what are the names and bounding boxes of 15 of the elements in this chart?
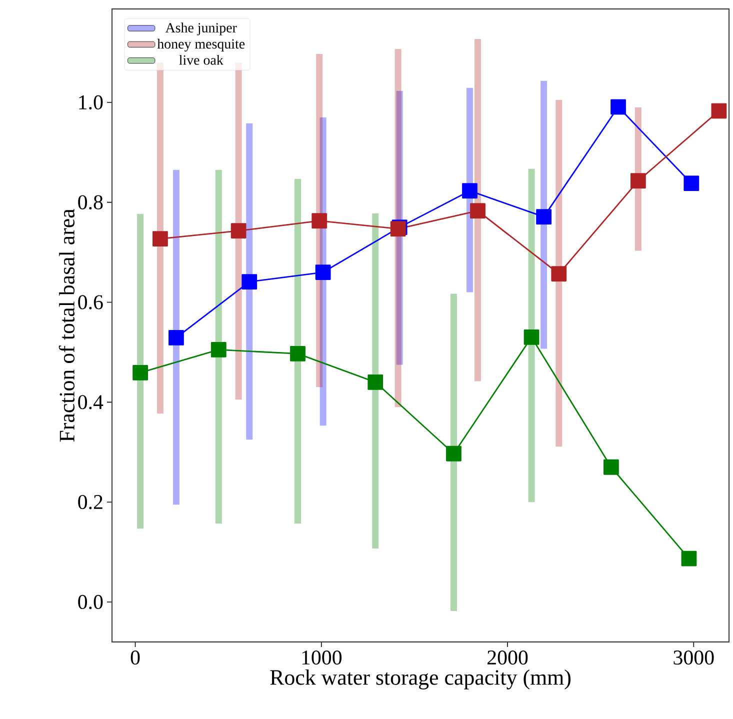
legend-label: live oak [179, 54, 224, 65]
y-axis-title: Fraction of total basal area [58, 208, 74, 442]
y-tick-label: 0.2 [78, 494, 102, 510]
x-tick-label: 1000 [302, 650, 342, 665]
x-tick-label: 2000 [488, 650, 528, 665]
x-tick-label: 0 [130, 650, 140, 665]
y-tick-label: 0.0 [78, 594, 103, 610]
y-tick-label: 0.8 [78, 195, 103, 210]
legend-label: Ashe juniper [165, 22, 237, 36]
legend-label: honey mesquite [157, 38, 245, 52]
x-tick-label: 3000 [674, 650, 714, 665]
x-axis-title: Rock water storage capacity (mm) [270, 669, 570, 690]
y-tick-label: 0.4 [78, 395, 104, 410]
y-tick-label: 0.6 [78, 295, 103, 310]
y-tick-label: 1.0 [79, 95, 103, 110]
